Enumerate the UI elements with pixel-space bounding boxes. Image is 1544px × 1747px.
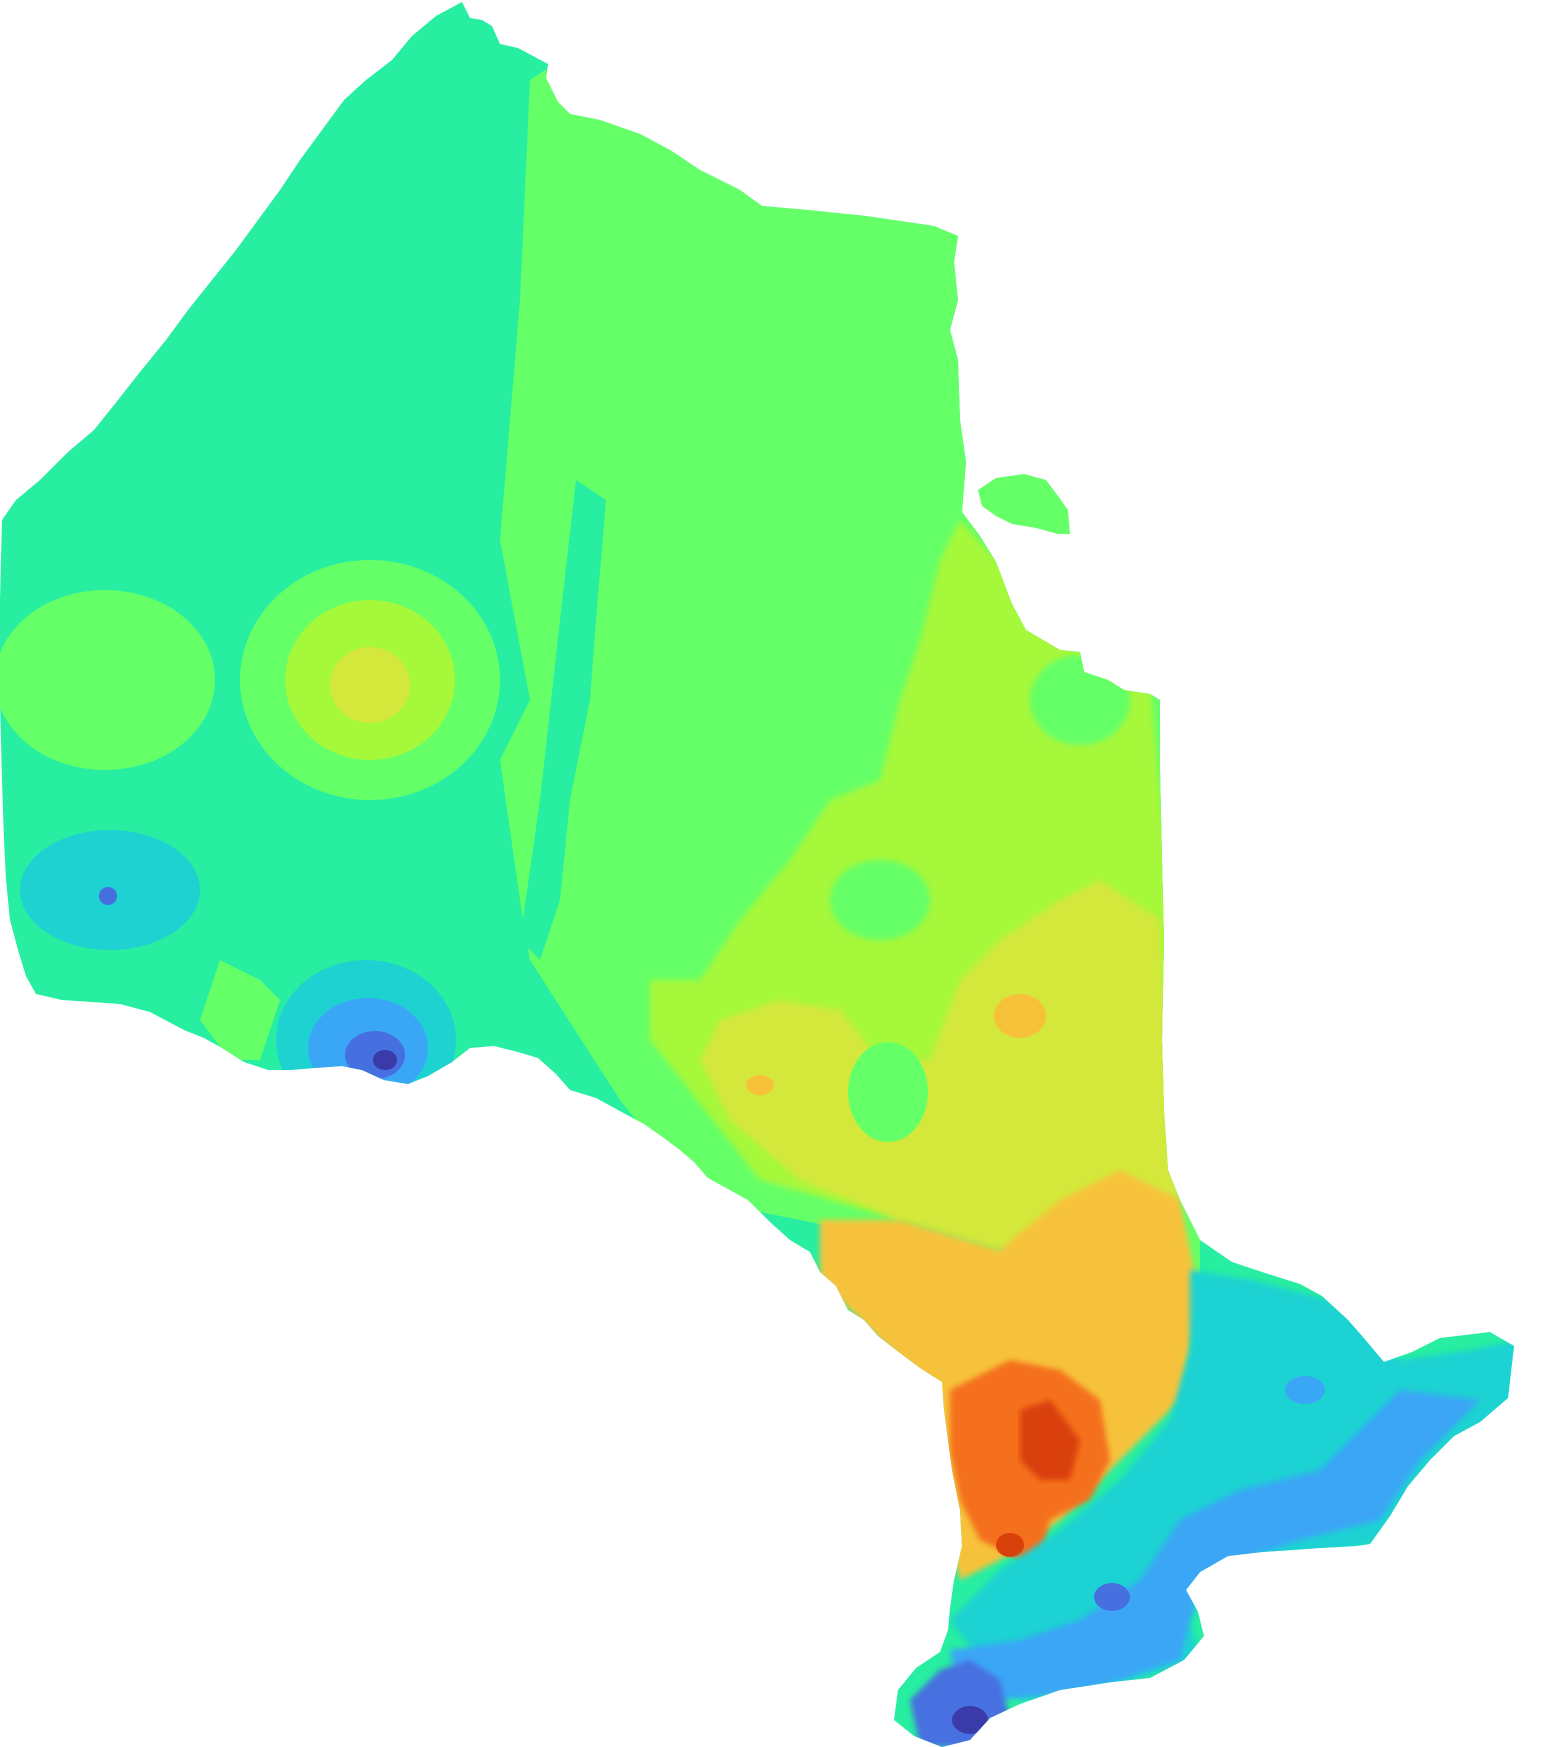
zone-green-curve bbox=[200, 960, 280, 1060]
zone-green-island-2 bbox=[830, 860, 930, 940]
zone-se-cyan bbox=[950, 1270, 1514, 1700]
zone-red-core bbox=[1020, 1400, 1080, 1480]
island-north bbox=[978, 474, 1070, 534]
zone-teal-streak bbox=[520, 480, 606, 960]
zone-lake-navy bbox=[373, 1050, 397, 1070]
zone-green-island-3 bbox=[1030, 655, 1130, 745]
zone-se-blue bbox=[950, 1390, 1480, 1700]
zone-yellow bbox=[700, 880, 1180, 1250]
zone-se-blue-spot-2 bbox=[1285, 1376, 1325, 1404]
zone-west-ring-yellow bbox=[330, 647, 410, 723]
zone-green-island-1 bbox=[848, 1042, 928, 1142]
zone-se-blue-spot bbox=[1094, 1583, 1130, 1611]
zone-orange-yellow-spot bbox=[994, 994, 1046, 1038]
zone-west-blue-dot bbox=[99, 887, 117, 905]
zone-west-green-lobe bbox=[0, 590, 215, 770]
zone-red-core-2 bbox=[996, 1533, 1024, 1557]
zone-south-tip-dark bbox=[952, 1706, 988, 1734]
zone-orange-yellow-spot-2 bbox=[746, 1075, 774, 1095]
